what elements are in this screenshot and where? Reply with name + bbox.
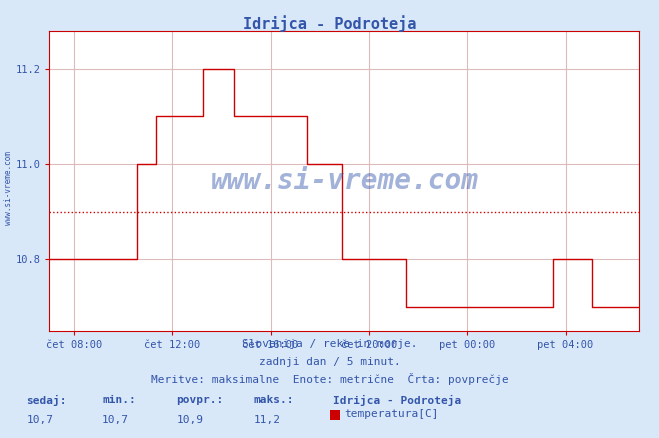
Text: 10,9: 10,9 <box>177 415 204 425</box>
Text: 10,7: 10,7 <box>26 415 53 425</box>
Text: Idrijca - Podroteja: Idrijca - Podroteja <box>243 15 416 32</box>
Text: www.si-vreme.com: www.si-vreme.com <box>210 167 478 194</box>
Text: Meritve: maksimalne  Enote: metrične  Črta: povprečje: Meritve: maksimalne Enote: metrične Črta… <box>151 373 508 385</box>
Text: www.si-vreme.com: www.si-vreme.com <box>4 152 13 225</box>
Text: 10,7: 10,7 <box>102 415 129 425</box>
Text: Idrijca - Podroteja: Idrijca - Podroteja <box>333 395 461 406</box>
Text: sedaj:: sedaj: <box>26 395 67 406</box>
Text: min.:: min.: <box>102 395 136 405</box>
Text: maks.:: maks.: <box>254 395 294 405</box>
Text: 11,2: 11,2 <box>254 415 281 425</box>
Text: Slovenija / reke in morje.: Slovenija / reke in morje. <box>242 339 417 350</box>
Text: temperatura[C]: temperatura[C] <box>344 409 438 419</box>
Text: zadnji dan / 5 minut.: zadnji dan / 5 minut. <box>258 357 401 367</box>
Text: povpr.:: povpr.: <box>177 395 224 405</box>
